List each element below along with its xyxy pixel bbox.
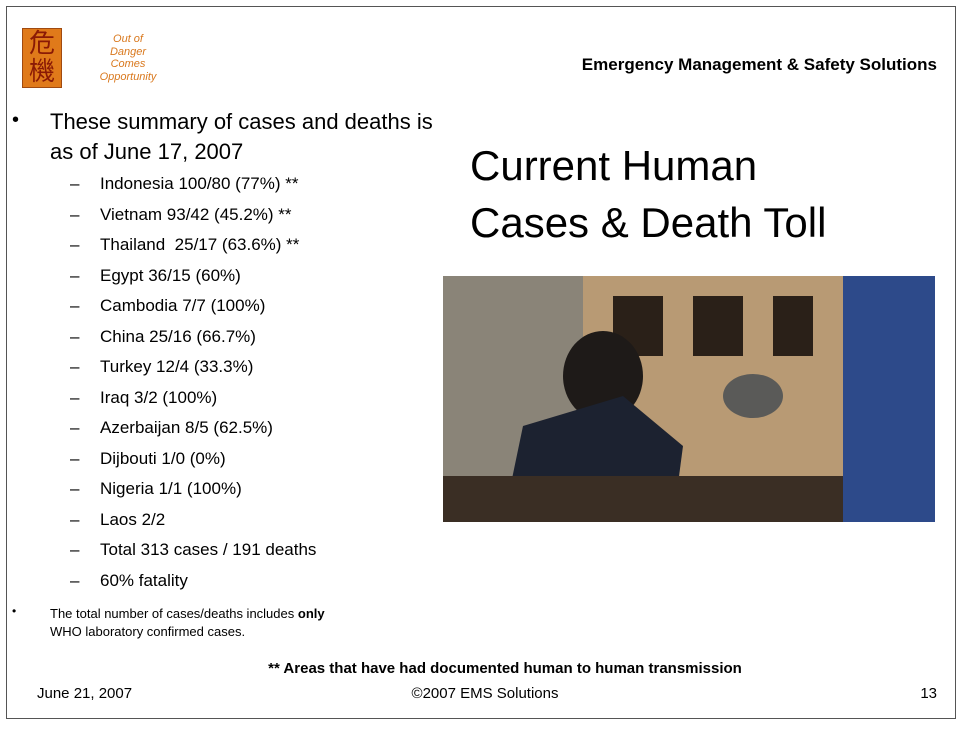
note-text: The total number of cases/deaths include…	[50, 606, 298, 621]
bullet: •	[12, 605, 16, 617]
dash: –	[70, 328, 79, 345]
dash: –	[70, 511, 79, 528]
dash: –	[70, 358, 79, 375]
list-item: China 25/16 (66.7%)	[100, 328, 256, 345]
dash: –	[70, 267, 79, 284]
note-text: WHO laboratory confirmed cases.	[50, 624, 245, 639]
dash: –	[70, 389, 79, 406]
dash: –	[70, 541, 79, 558]
list-item: Iraq 3/2 (100%)	[100, 389, 217, 406]
list-item: Egypt 36/15 (60%)	[100, 267, 241, 284]
page-number: 13	[837, 686, 937, 701]
list-item: Dijbouti 1/0 (0%)	[100, 450, 226, 467]
list-item: Azerbaijan 8/5 (62.5%)	[100, 419, 273, 436]
list-item: Vietnam 93/42 (45.2%) **	[100, 206, 292, 223]
dash: –	[70, 206, 79, 223]
dash: –	[70, 419, 79, 436]
dash: –	[70, 450, 79, 467]
logo-motto: Opportunity	[78, 72, 178, 83]
logo-motto: Danger	[78, 47, 178, 58]
bullet: •	[12, 110, 19, 130]
intro-line: as of June 17, 2007	[50, 137, 433, 167]
dash: –	[70, 480, 79, 497]
footer-copyright: ©2007 EMS Solutions	[335, 686, 635, 701]
list-item: Indonesia 100/80 (77%) **	[100, 175, 298, 192]
note: The total number of cases/deaths include…	[50, 605, 325, 641]
logo-characters: 危機	[22, 28, 62, 88]
list-item: Thailand 25/17 (63.6%) **	[100, 236, 299, 253]
list-item: Laos 2/2	[100, 511, 165, 528]
list-item: Cambodia 7/7 (100%)	[100, 297, 265, 314]
note-bold: only	[298, 606, 325, 621]
logo-motto: Comes	[78, 59, 178, 70]
slide-title-line: Current Human	[470, 137, 826, 194]
dash: –	[70, 175, 79, 192]
footer-date: June 21, 2007	[37, 686, 132, 701]
header-title: Emergency Management & Safety Solutions	[440, 56, 937, 73]
page: 危機 Emergency Management & Safety Solutio…	[0, 0, 965, 729]
dash: –	[70, 297, 79, 314]
list-item: Nigeria 1/1 (100%)	[100, 480, 242, 497]
slide-title-line: Cases & Death Toll	[470, 194, 826, 251]
dash: –	[70, 236, 79, 253]
list-item: 60% fatality	[100, 572, 188, 589]
logo-motto: Out of	[78, 34, 178, 45]
intro-line: These summary of cases and deaths is	[50, 107, 433, 137]
list-item: Turkey 12/4 (33.3%)	[100, 358, 253, 375]
list-item: Total 313 cases / 191 deaths	[100, 541, 316, 558]
photo	[443, 276, 935, 522]
dash: –	[70, 572, 79, 589]
transmission-note: ** Areas that have had documented human …	[0, 661, 965, 676]
